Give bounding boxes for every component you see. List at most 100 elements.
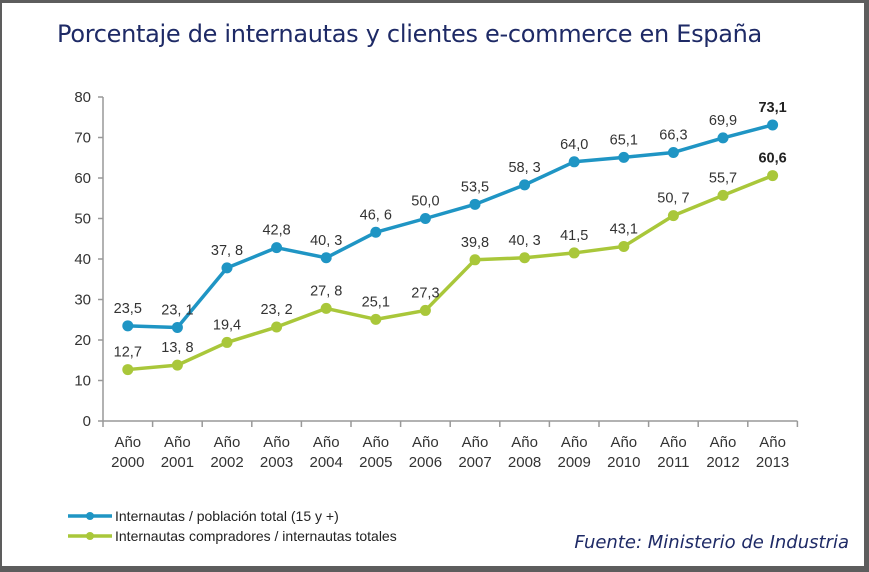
x-tick-label: Año (263, 434, 290, 451)
data-label: 73,1 (758, 100, 786, 116)
data-label: 25,1 (362, 294, 390, 310)
y-tick-label: 20 (74, 332, 91, 349)
x-tick-label: 2009 (558, 454, 591, 471)
x-tick-label: 2008 (508, 454, 541, 471)
y-tick-label: 50 (74, 211, 91, 228)
data-label: 69,9 (709, 113, 737, 129)
data-point (519, 179, 531, 191)
legend-label: Internautas / población total (15 y +) (115, 508, 339, 524)
data-point (221, 262, 233, 274)
data-point (667, 210, 679, 222)
data-label: 23, 2 (260, 302, 292, 318)
chart-title: Porcentaje de internautas y clientes e-c… (57, 20, 762, 48)
data-point (320, 302, 332, 314)
data-point (469, 254, 481, 266)
data-label: 19,4 (213, 317, 241, 333)
x-tick-label: Año (412, 434, 439, 451)
x-tick-label: Año (660, 434, 687, 451)
data-label: 60,6 (758, 151, 786, 167)
x-tick-label: 2012 (706, 454, 739, 471)
data-label: 39,8 (461, 235, 489, 251)
data-label: 42,8 (262, 223, 290, 239)
data-point (469, 198, 481, 210)
x-tick-label: 2002 (210, 454, 243, 471)
y-tick-label: 30 (74, 292, 91, 309)
data-point (320, 252, 332, 264)
x-tick-label: 2013 (756, 454, 789, 471)
data-label: 23, 1 (161, 302, 193, 318)
data-label: 27, 8 (310, 283, 342, 299)
data-point (717, 189, 729, 201)
data-point (618, 151, 630, 163)
series-line-1 (127, 123, 774, 330)
data-label: 58, 3 (508, 160, 540, 176)
x-tick-label: Año (710, 434, 737, 451)
y-tick-label: 10 (74, 373, 91, 390)
y-tick-label: 80 (74, 89, 91, 106)
data-point (618, 240, 630, 252)
x-tick-label: 2004 (310, 454, 343, 471)
data-point (667, 146, 679, 158)
data-label: 40, 3 (508, 233, 540, 249)
y-tick-label: 0 (83, 413, 91, 430)
x-tick-label: Año (462, 434, 489, 451)
x-tick-label: 2000 (111, 454, 144, 471)
data-point (767, 170, 779, 182)
y-tick-label: 60 (74, 170, 91, 187)
data-point (122, 320, 134, 332)
data-point (122, 364, 134, 376)
x-tick-label: Año (362, 434, 389, 451)
data-label: 27,3 (411, 285, 439, 301)
data-label: 43,1 (610, 221, 638, 237)
legend-swatch-marker (86, 532, 94, 540)
data-label: 55,7 (709, 170, 737, 186)
x-tick-label: 2011 (657, 454, 689, 471)
series-line-2 (127, 173, 774, 372)
data-label: 13, 8 (161, 340, 193, 356)
data-label: 23,5 (114, 301, 142, 317)
data-point (519, 252, 531, 264)
data-label: 50, 7 (657, 191, 689, 207)
data-point (568, 247, 580, 259)
x-tick-label: 2006 (409, 454, 442, 471)
x-tick-label: 2001 (161, 454, 194, 471)
data-label: 46, 6 (360, 207, 392, 223)
source-note: Fuente: Ministerio de Industria (574, 532, 849, 553)
x-tick-label: 2005 (359, 454, 392, 471)
x-tick-label: Año (561, 434, 588, 451)
data-label: 12,7 (114, 345, 142, 361)
data-label: 41,5 (560, 228, 588, 244)
data-label: 40, 3 (310, 233, 342, 249)
x-tick-label: Año (759, 434, 786, 451)
data-point (271, 242, 283, 254)
y-tick-label: 40 (74, 251, 91, 268)
data-label: 65,1 (610, 132, 638, 148)
data-label: 53,5 (461, 179, 489, 195)
data-point (221, 336, 233, 348)
data-point (171, 359, 183, 371)
data-point (717, 132, 729, 144)
x-tick-label: Año (164, 434, 191, 451)
data-point (419, 304, 431, 316)
x-tick-label: Año (114, 434, 141, 451)
data-point (370, 313, 382, 325)
x-tick-label: Año (511, 434, 538, 451)
legend-swatch-marker (86, 512, 94, 520)
x-tick-label: 2007 (458, 454, 491, 471)
data-label: 66,3 (659, 127, 687, 143)
x-tick-label: Año (214, 434, 241, 451)
data-label: 64,0 (560, 137, 588, 153)
data-point (271, 321, 283, 333)
x-tick-label: 2003 (260, 454, 293, 471)
x-tick-label: Año (313, 434, 340, 451)
data-point (419, 213, 431, 224)
y-tick-label: 70 (74, 130, 91, 147)
x-tick-label: 2010 (607, 454, 640, 471)
data-label: 50,0 (411, 194, 439, 210)
data-point (767, 119, 779, 131)
chart-frame (2, 3, 864, 566)
data-label: 37, 8 (211, 243, 243, 259)
data-point (568, 156, 580, 168)
data-point (370, 226, 382, 238)
data-point (171, 321, 183, 333)
